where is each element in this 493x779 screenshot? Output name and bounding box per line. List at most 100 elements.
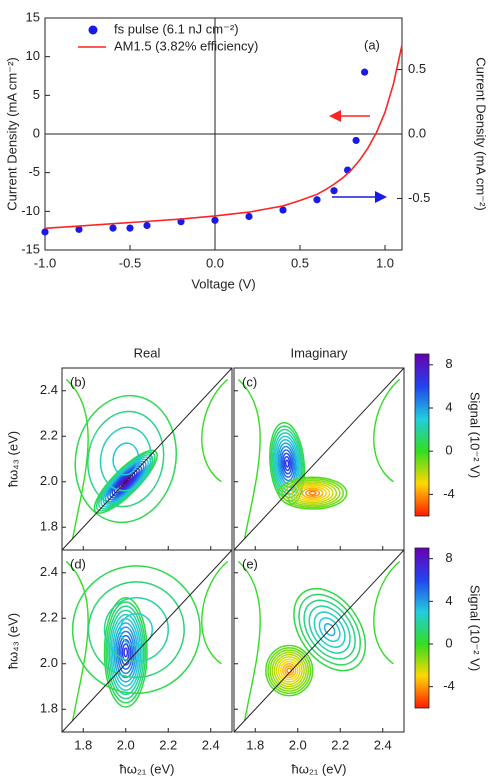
contour: [115, 626, 137, 679]
y2-tick-label: 0.0: [408, 125, 426, 140]
contour: [282, 663, 297, 679]
contour: [237, 560, 401, 721]
contour: [313, 611, 346, 648]
data-point: [143, 221, 151, 230]
contour: [269, 649, 310, 692]
diagonal: [61, 549, 233, 733]
contour: [284, 665, 295, 676]
x-axis-label: Voltage (V): [191, 276, 255, 291]
contour: [103, 597, 148, 708]
data-point: [109, 224, 117, 232]
contour-panel: [65, 378, 229, 539]
contour: [269, 421, 306, 506]
panel-label: (b): [70, 374, 86, 389]
column-title: Real: [134, 345, 161, 360]
colorbar-tick-label: 0: [445, 635, 452, 650]
colorbar-tick-label: 8: [445, 356, 452, 371]
contour: [120, 639, 132, 666]
y-tick-label: 1.8: [40, 519, 58, 534]
contour-panel: [65, 560, 229, 721]
contour: [291, 482, 334, 504]
x-tick-label: 2.2: [159, 737, 177, 752]
colorbar-tick-label: -4: [443, 486, 455, 501]
contour: [318, 617, 341, 643]
x-tick-label: -0.5: [119, 255, 141, 270]
contour: [123, 647, 129, 658]
contour: [280, 449, 294, 478]
diagonal: [233, 367, 405, 551]
colorbar-tick-label: 0: [445, 443, 452, 458]
contour: [284, 459, 290, 468]
contour: [113, 469, 138, 494]
plot-frame: [61, 549, 233, 733]
y-tick-label: 2.4: [40, 382, 58, 397]
colorbar-tick-label: -4: [443, 678, 455, 693]
x-tick-label: 1.8: [246, 737, 264, 752]
contour: [107, 463, 145, 501]
data-point: [211, 216, 219, 224]
contour: [111, 467, 140, 496]
data-point: [352, 136, 360, 145]
panel-label: (c): [242, 374, 257, 389]
data-point: [75, 225, 83, 233]
y-tick-label: -5: [28, 164, 40, 179]
legend-label: fs pulse (6.1 nJ cm⁻²): [114, 21, 239, 36]
x-tick-label: 0.5: [291, 255, 309, 270]
data-point: [126, 224, 134, 232]
contour: [271, 651, 307, 690]
contour: [93, 449, 158, 514]
contour: [288, 481, 338, 506]
colorbar-label: Signal (10⁻² V): [468, 585, 483, 671]
contour: [71, 565, 201, 695]
data-point: [313, 196, 321, 204]
x-tick-label: 2.0: [117, 737, 135, 752]
y-axis-label: Current Density (mA cm⁻²): [4, 57, 19, 211]
contour: [87, 581, 185, 679]
y-tick-label: -15: [21, 241, 40, 256]
contour: [273, 653, 305, 688]
contour: [323, 623, 336, 637]
colorbar: [414, 547, 430, 709]
y-tick-label: 5: [33, 87, 40, 102]
y-tick-label: 2.2: [40, 610, 58, 625]
data-point: [41, 228, 49, 236]
contour: [95, 451, 156, 512]
contour: [293, 587, 367, 672]
contour-panel: [237, 560, 401, 721]
y-tick-label: 0: [33, 125, 40, 140]
x-tick-label: 2.4: [202, 737, 220, 752]
contour: [237, 378, 401, 539]
contour: [65, 560, 229, 721]
x-tick-label: 1.0: [376, 255, 394, 270]
annotation: (a): [364, 37, 380, 52]
contour: [102, 458, 149, 505]
contour: [87, 410, 165, 508]
contour: [298, 593, 361, 666]
diagonal: [233, 549, 405, 733]
contour: [282, 452, 293, 475]
colorbar-label: Signal (10⁻² V): [468, 392, 483, 478]
plot-frame: [233, 549, 405, 733]
panel-label: (d): [70, 556, 86, 571]
data-point: [330, 187, 338, 195]
panel-label: (e): [242, 556, 258, 571]
x-axis-label: ħω₂₁ (eV): [120, 761, 175, 776]
contour: [298, 486, 327, 501]
column-title: Imaginary: [290, 345, 348, 360]
y2-tick-label: -0.5: [408, 190, 430, 205]
contour: [308, 490, 317, 496]
contour: [308, 605, 351, 654]
x-tick-label: 1.8: [74, 737, 92, 752]
legend-label: AM1.5 (3.82% efficiency): [114, 38, 258, 53]
x-tick-label: 2.0: [289, 737, 307, 752]
contour: [267, 647, 312, 695]
colorbar-tick-label: 4: [445, 593, 452, 608]
contour: [284, 479, 341, 507]
contour: [275, 656, 303, 685]
x-axis-label: ħω₂₁ (eV): [292, 761, 347, 776]
contour: [277, 476, 348, 510]
data-point: [279, 206, 287, 214]
y-tick-label: 10: [26, 48, 40, 63]
contour: [121, 643, 130, 662]
